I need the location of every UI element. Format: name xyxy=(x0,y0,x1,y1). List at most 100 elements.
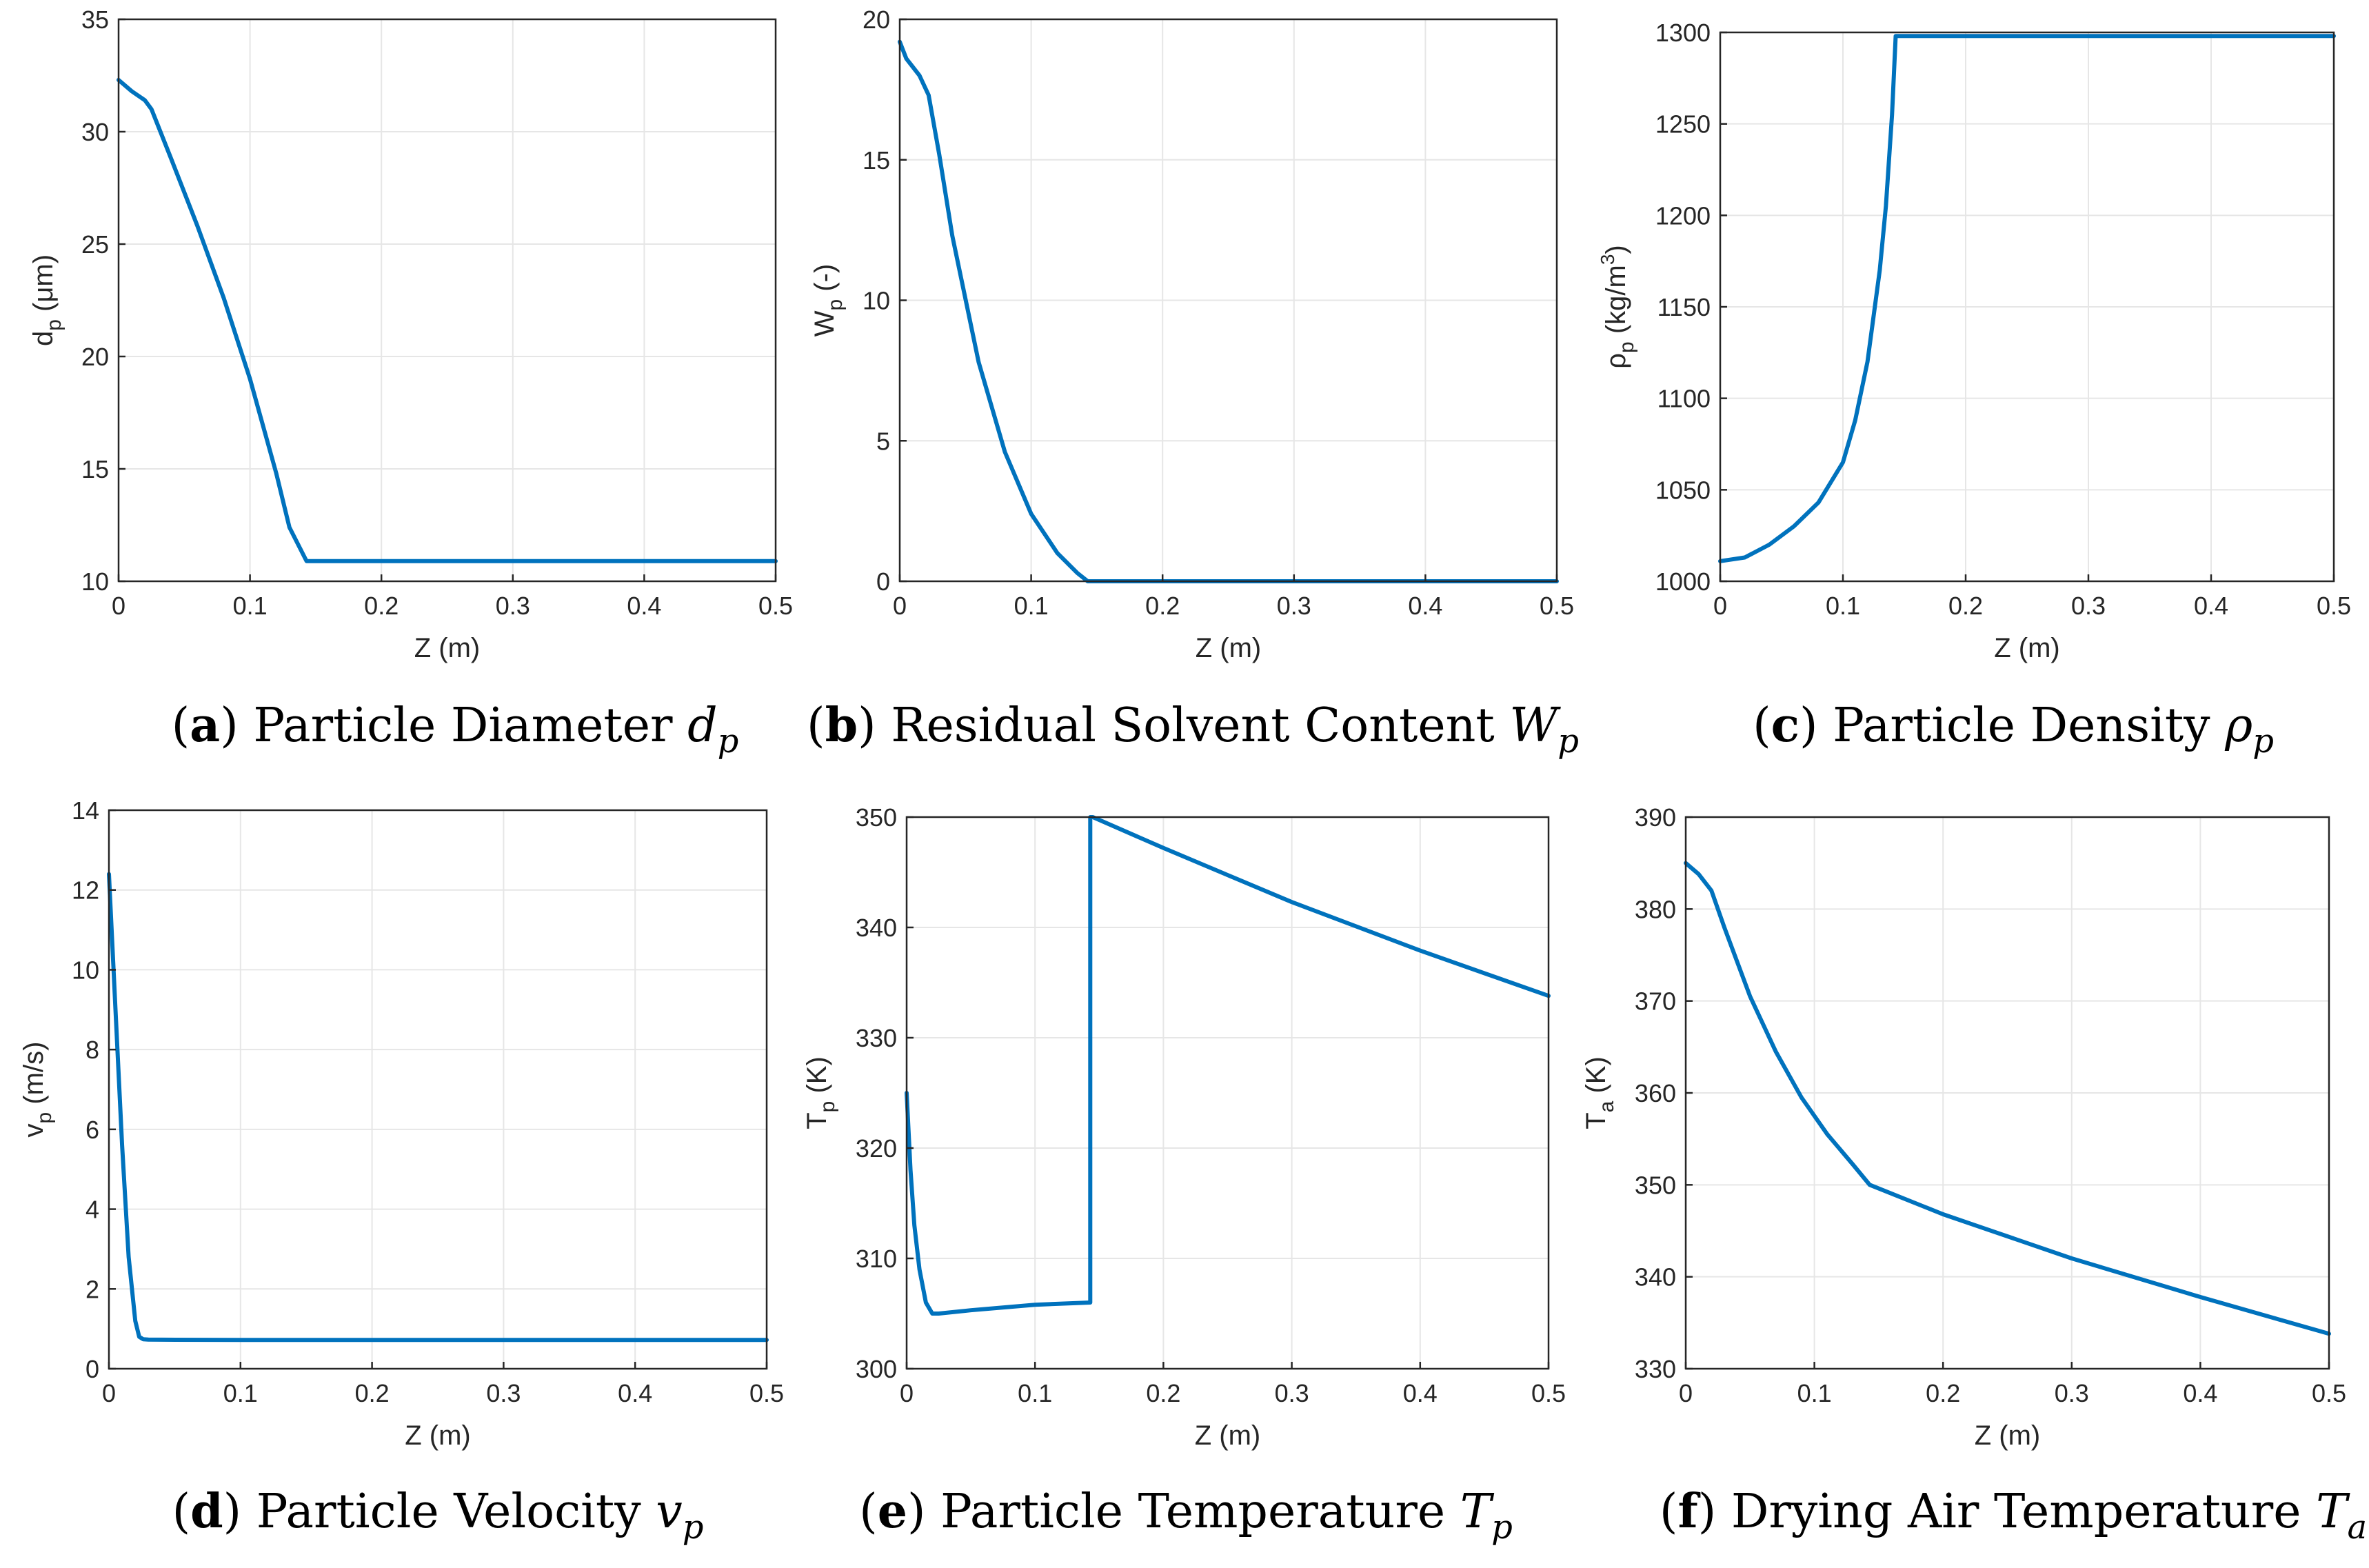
y-tick-label: 340 xyxy=(1635,1263,1676,1291)
axes-box xyxy=(905,816,1550,1370)
caption-subscript: p xyxy=(1491,1508,1513,1547)
x-tick-label: 0 xyxy=(112,592,125,620)
caption-text: Particle Velocity xyxy=(241,1485,656,1539)
y-tick-label: 0 xyxy=(876,567,890,596)
y-tick-label: 10 xyxy=(72,956,99,984)
caption-symbol: T xyxy=(1460,1485,1495,1539)
y-label-symbol: W xyxy=(809,310,840,336)
caption-letter: d xyxy=(190,1484,223,1539)
y-tick-label: 330 xyxy=(856,1024,897,1052)
y-label-symbol: T xyxy=(1581,1112,1611,1129)
x-tick-label: 0.4 xyxy=(2183,1379,2217,1407)
caption-close-paren: ) xyxy=(220,698,239,753)
caption-subscript: p xyxy=(683,1508,704,1547)
x-tick-label: 0.1 xyxy=(1826,592,1860,620)
x-tick-label: 0.2 xyxy=(355,1379,390,1407)
x-tick-label: 0.2 xyxy=(1146,1379,1180,1407)
x-tick-label: 0.3 xyxy=(1275,1379,1309,1407)
y-label-superscript: 3 xyxy=(1597,254,1618,265)
caption-open-paren: ( xyxy=(807,698,825,753)
panel-caption: (e) Particle Temperature Tp xyxy=(859,1484,1513,1547)
panel-e: 0 0.1 0.2 0.3 0.4 0.5 300 310 320 330 340 350 Z (m) T… xyxy=(802,803,1566,1547)
y-tick-label: 1200 xyxy=(1655,201,1711,230)
y-tick-label: 20 xyxy=(81,343,109,371)
x-tick-label: 0 xyxy=(900,1379,914,1407)
y-label-symbol: d xyxy=(28,331,59,346)
series-line-d_p xyxy=(117,78,778,563)
y-tick-label: 320 xyxy=(856,1134,897,1163)
plot-area xyxy=(119,19,776,581)
y-tick-label: 340 xyxy=(856,914,897,942)
x-tick-label: 0.2 xyxy=(1926,1379,1960,1407)
y-tick-label: 350 xyxy=(856,803,897,832)
caption-close-paren: ) xyxy=(858,698,876,753)
axes-box xyxy=(108,809,768,1370)
axes-box xyxy=(117,18,777,583)
y-tick-label: 2 xyxy=(85,1275,99,1303)
caption-text: Residual Solvent Content xyxy=(876,698,1510,753)
caption-text: Drying Air Temperature xyxy=(1716,1485,2316,1539)
x-axis-label: Z (m) xyxy=(405,1420,471,1451)
x-tick-label: 0.5 xyxy=(1531,1379,1566,1407)
caption-open-paren: ( xyxy=(859,1485,878,1539)
y-axis-label: ρp (kg/m3) xyxy=(1597,245,1638,368)
series-line-v_p xyxy=(107,872,769,1343)
x-tick-label: 0.1 xyxy=(1797,1379,1832,1407)
y-tick-label: 14 xyxy=(72,796,99,825)
x-tick-label: 0.2 xyxy=(1145,592,1180,620)
x-axis-label: Z (m) xyxy=(414,633,481,663)
x-tick-label: 0.1 xyxy=(1018,1379,1052,1407)
x-tick-label: 0.4 xyxy=(627,592,661,620)
caption-text: Particle Diameter xyxy=(239,698,687,753)
panel-caption: (d) Particle Velocity vp xyxy=(172,1484,704,1547)
y-tick-label: 25 xyxy=(81,230,109,259)
y-axis-label: Wp (-) xyxy=(809,264,847,337)
x-tick-label: 0 xyxy=(102,1379,116,1407)
y-tick-label: 0 xyxy=(85,1355,99,1383)
y-tick-label: 15 xyxy=(81,455,109,483)
caption-open-paren: ( xyxy=(172,698,190,753)
plot-area xyxy=(907,817,1549,1369)
y-label-subscript: p xyxy=(33,1112,56,1124)
y-tick-label: 5 xyxy=(876,427,890,455)
x-tick-label: 0.2 xyxy=(1948,592,1983,620)
panel-c: 0 0.1 0.2 0.3 0.4 0.5 1000 1050 1100 1150 1200 1250… xyxy=(1597,19,2351,761)
y-tick-label: 390 xyxy=(1635,803,1676,832)
y-tick-label: 8 xyxy=(85,1036,99,1064)
y-tick-label: 10 xyxy=(863,287,890,315)
x-tick-label: 0 xyxy=(893,592,907,620)
caption-symbol: d xyxy=(687,698,718,753)
caption-symbol: T xyxy=(2316,1485,2350,1539)
y-tick-label: 30 xyxy=(81,118,109,146)
x-tick-label: 0.5 xyxy=(2317,592,2351,620)
y-tick-label: 1000 xyxy=(1655,567,1711,596)
y-tick-label: 12 xyxy=(72,876,99,905)
panel-caption: (a) Particle Diameter dp xyxy=(172,698,739,761)
x-axis-label: Z (m) xyxy=(1975,1420,2041,1451)
y-label-symbol: T xyxy=(802,1112,832,1129)
series-line-T_a xyxy=(1684,861,2331,1336)
caption-open-paren: ( xyxy=(1753,698,1771,753)
y-tick-label: 35 xyxy=(81,6,109,34)
caption-symbol: W xyxy=(1509,698,1561,753)
y-tick-label: 6 xyxy=(85,1116,99,1144)
y-tick-label: 1300 xyxy=(1655,19,1711,47)
caption-symbol: v xyxy=(656,1485,682,1539)
x-tick-label: 0.1 xyxy=(223,1379,258,1407)
caption-letter: c xyxy=(1771,698,1800,753)
x-tick-label: 0.4 xyxy=(1403,1379,1438,1407)
x-tick-label: 0 xyxy=(1679,1379,1693,1407)
y-tick-label: 1150 xyxy=(1657,293,1711,321)
y-tick-label: 300 xyxy=(856,1355,897,1383)
y-label-units: (kg/m xyxy=(1601,265,1631,341)
panel-b: 0 0.1 0.2 0.3 0.4 0.5 0 5 10 15 20 Z (m) Wp (-) (b) R… xyxy=(807,6,1579,761)
y-label-units: (μm) xyxy=(28,254,59,319)
caption-letter: b xyxy=(825,698,858,753)
y-tick-label: 330 xyxy=(1635,1355,1676,1383)
series-line-T_p xyxy=(905,815,1551,1316)
caption-text: Particle Density xyxy=(1818,698,2226,753)
y-label-subscript: a xyxy=(1595,1100,1618,1112)
y-tick-label: 380 xyxy=(1635,895,1676,923)
